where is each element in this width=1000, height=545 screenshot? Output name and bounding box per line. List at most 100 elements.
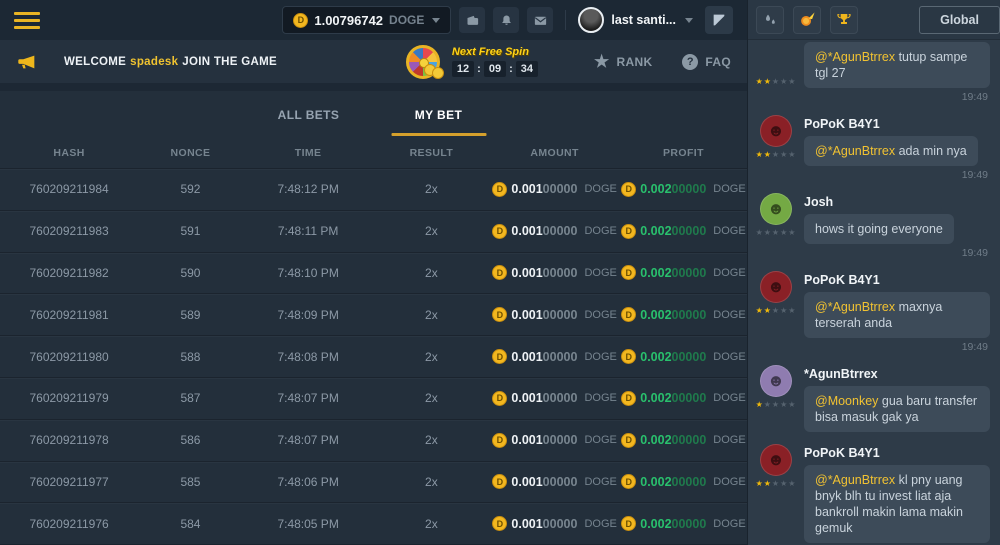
bet-result: 2x: [425, 391, 438, 406]
message-text: kl pny uang bnyk blh tu invest liat aja …: [815, 473, 963, 535]
chat-timestamp: 19:49: [961, 91, 988, 103]
chat-toggle-button[interactable]: [705, 6, 733, 34]
tab-my-bet[interactable]: MY BET: [374, 94, 504, 136]
chat-channel-button[interactable]: Global: [919, 5, 1000, 34]
wallet-button[interactable]: [459, 7, 486, 33]
table-row[interactable]: 760209211981 589 7:48:09 PM 2x D 0.00100…: [0, 293, 747, 335]
bet-nonce: 589: [180, 307, 201, 322]
doge-coin-icon: D: [621, 516, 637, 532]
bell-icon: [502, 15, 511, 25]
chat-username[interactable]: PoPoK B4Y1: [804, 446, 880, 460]
doge-coin-icon: D: [621, 474, 637, 490]
balance-currency: DOGE: [389, 13, 425, 27]
bet-result: 2x: [425, 265, 438, 280]
fireball-icon: [800, 12, 815, 26]
mention-link[interactable]: @*AgunBtrrex: [815, 144, 899, 158]
mention-link[interactable]: @*AgunBtrrex: [815, 300, 899, 314]
user-star-rating: ★★★★★: [755, 479, 797, 488]
user-menu[interactable]: last santi...: [578, 7, 693, 33]
faq-link[interactable]: ? FAQ: [682, 53, 731, 70]
doge-coin-icon: D: [492, 265, 508, 281]
chat-trophy-button[interactable]: [830, 5, 858, 34]
table-row[interactable]: 760209211984 592 7:48:12 PM 2x D 0.00100…: [0, 168, 747, 210]
megaphone-icon: [16, 51, 38, 73]
doge-coin-icon: D: [492, 181, 508, 197]
message-text: ada min nya: [898, 144, 967, 158]
user-name: last santi...: [611, 13, 676, 27]
free-spin-widget[interactable]: Next Free Spin 12:09:34: [405, 44, 538, 79]
bet-profit: D 0.00200000 DOGE: [620, 474, 747, 490]
table-row[interactable]: 760209211980 588 7:48:08 PM 2x D 0.00100…: [0, 335, 747, 377]
mention-link[interactable]: @*AgunBtrrex: [815, 50, 899, 64]
bet-nonce: 585: [180, 474, 201, 489]
bet-time: 7:48:06 PM: [277, 474, 339, 489]
chat-messages[interactable]: ☻ ★★★★★ @*AgunBtrrex tutup sampe tgl 27 …: [748, 40, 1000, 545]
amount-currency: DOGE: [584, 475, 617, 488]
chat-bubble: hows it going everyone: [804, 214, 954, 244]
doge-coin-icon: D: [621, 390, 637, 406]
doge-coin-icon: D: [621, 181, 637, 197]
bet-result: 2x: [425, 224, 438, 239]
bet-time: 7:48:08 PM: [277, 349, 339, 364]
bet-time: 7:48:09 PM: [277, 307, 339, 322]
chat-username[interactable]: *AgunBtrrex: [804, 367, 878, 381]
doge-coin-icon: D: [492, 432, 508, 448]
user-star-rating: ★★★★★: [755, 400, 797, 409]
col-result: RESULT: [409, 147, 454, 159]
chat-timestamp: 19:49: [961, 169, 988, 181]
bet-time: 7:48:12 PM: [277, 182, 339, 197]
doge-coin-icon: D: [621, 432, 637, 448]
table-row[interactable]: 760209211978 586 7:48:07 PM 2x D 0.00100…: [0, 418, 747, 461]
messages-button[interactable]: [527, 7, 554, 33]
chat-avatar[interactable]: ☻: [760, 444, 792, 476]
chat-flag-icon: [713, 14, 725, 26]
tab-all-bets[interactable]: ALL BETS: [277, 107, 340, 122]
table-row[interactable]: 760209211983 591 7:48:11 PM 2x D 0.00100…: [0, 209, 747, 252]
message-text: hows it going everyone: [815, 222, 943, 236]
table-header: HASH NONCE TIME RESULT AMOUNT PROFIT: [0, 138, 747, 168]
chat-avatar[interactable]: ☻: [760, 115, 792, 147]
chat-avatar[interactable]: ☻: [760, 365, 792, 397]
bet-nonce: 591: [180, 224, 201, 239]
notifications-button[interactable]: [493, 7, 520, 33]
rank-link[interactable]: ★ RANK: [594, 52, 653, 71]
doge-coin-icon: D: [293, 12, 309, 28]
bet-hash: 760209211984: [29, 182, 109, 197]
mention-link[interactable]: @*AgunBtrrex: [815, 473, 899, 487]
chat-header: Global: [748, 0, 1000, 40]
amount-currency: DOGE: [584, 308, 617, 321]
balance-selector[interactable]: D 1.00796742 DOGE: [282, 6, 452, 34]
user-star-rating: ★★★★★: [755, 150, 797, 159]
hamburger-menu-icon[interactable]: [14, 11, 40, 29]
profit-currency: DOGE: [713, 475, 746, 488]
table-row[interactable]: 760209211979 587 7:48:07 PM 2x D 0.00100…: [0, 376, 747, 419]
table-row[interactable]: 760209211976 584 7:48:05 PM 2x D 0.00100…: [0, 502, 747, 544]
chat-username[interactable]: PoPoK B4Y1: [804, 273, 880, 287]
bet-nonce: 584: [180, 516, 201, 531]
chat-avatar[interactable]: ☻: [760, 193, 792, 225]
next-free-spin-label: Next Free Spin: [451, 46, 529, 58]
table-row[interactable]: 760209211977 585 7:48:06 PM 2x D 0.00100…: [0, 460, 747, 503]
bet-hash: 760209211979: [29, 391, 109, 406]
chat-fireball-button[interactable]: [793, 5, 821, 34]
col-amount: AMOUNT: [530, 147, 579, 159]
table-row[interactable]: 760209211982 590 7:48:10 PM 2x D 0.00100…: [0, 251, 747, 294]
profit-currency: DOGE: [713, 517, 746, 530]
welcome-username: spadesk: [130, 55, 179, 68]
announcement-bar: WELCOME spadesk JOIN THE GAME Next Free Sp…: [0, 40, 747, 83]
chat-bubble: @*AgunBtrrex maxnya terserah anda: [804, 292, 990, 338]
bet-hash: 760209211977: [29, 474, 109, 489]
mention-link[interactable]: @Moonkey: [815, 394, 882, 408]
chat-username[interactable]: Josh: [804, 195, 834, 209]
chat-avatar[interactable]: ☻: [760, 271, 792, 303]
bet-hash: 760209211976: [29, 516, 109, 531]
bet-nonce: 586: [180, 433, 201, 448]
chat-username[interactable]: PoPoK B4Y1: [804, 117, 880, 131]
bet-amount: D 0.00100000 DOGE: [489, 181, 620, 197]
chat-message: ☻ ★★★★★ Josh hows it going everyone 19:4…: [756, 193, 990, 259]
bet-hash: 760209211978: [29, 433, 109, 448]
chat-dice-button[interactable]: [756, 5, 784, 34]
col-nonce: NONCE: [170, 147, 211, 159]
chat-message: ☻ ★★★★★ PoPoK B4Y1 @*AgunBtrrex kl pny u…: [756, 444, 990, 543]
doge-coin-icon: D: [492, 349, 508, 365]
